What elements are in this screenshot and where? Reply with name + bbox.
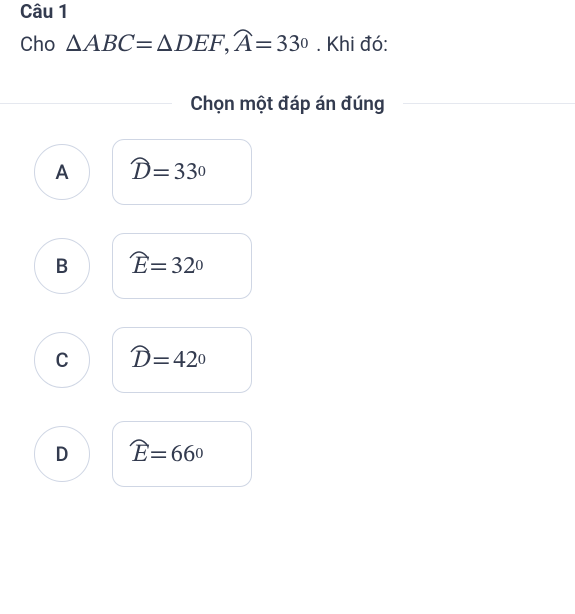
option-math: D = 33 0	[131, 157, 206, 188]
triangle-1: ABC	[82, 29, 132, 60]
hat-angle: E	[131, 439, 147, 470]
instruction-text: Chọn một đáp án đúng	[190, 92, 384, 115]
angle-superscript: 0	[300, 34, 308, 54]
option-letter-circle[interactable]: C	[34, 332, 90, 388]
angle-superscript: 0	[198, 350, 206, 370]
angle-value: 42	[173, 345, 198, 376]
question-stem: Cho Δ ABC = Δ DEF , A = 33 0 . Khi đó:	[0, 29, 575, 78]
angle-var: A	[234, 32, 252, 57]
option-body[interactable]: D = 33 0	[112, 139, 252, 205]
angle-var: E	[131, 254, 147, 279]
option-math: D = 42 0	[131, 345, 206, 376]
instruction-divider: Chọn một đáp án đúng	[0, 78, 575, 139]
angle-value: 32	[171, 251, 196, 282]
angle-value: 33	[276, 29, 301, 60]
stem-lead-text: Cho	[20, 32, 55, 56]
comma: ,	[222, 29, 234, 60]
option-letter: C	[55, 348, 68, 372]
angle-value: 33	[173, 157, 198, 188]
angle-superscript: 0	[195, 256, 203, 276]
options-list: A D = 33 0 B	[0, 139, 575, 487]
option-math: E = 66 0	[131, 439, 203, 470]
option-body[interactable]: D = 42 0	[112, 327, 252, 393]
triangle-2: DEF	[173, 29, 222, 60]
hat-angle-a: A	[234, 29, 252, 60]
option-math: E = 32 0	[131, 251, 203, 282]
hat-angle: D	[131, 345, 149, 376]
option-letter-circle[interactable]: D	[34, 426, 90, 482]
option-letter: D	[55, 442, 68, 466]
divider-line	[403, 103, 575, 104]
option-a[interactable]: A D = 33 0	[34, 139, 555, 205]
question-number: Câu 1	[0, 0, 575, 29]
angle-var: E	[131, 442, 147, 467]
option-letter-circle[interactable]: A	[34, 144, 90, 200]
option-c[interactable]: C D = 42 0	[34, 327, 555, 393]
equals-sign: =	[252, 29, 276, 60]
stem-trail-text: . Khi đó:	[316, 32, 388, 56]
hat-angle: E	[131, 251, 147, 282]
delta-symbol: Δ	[65, 29, 82, 60]
option-letter-circle[interactable]: B	[34, 238, 90, 294]
delta-symbol: Δ	[156, 29, 173, 60]
equals-sign: =	[147, 439, 171, 470]
option-body[interactable]: E = 32 0	[112, 233, 252, 299]
equals-sign: =	[147, 251, 171, 282]
angle-value: 66	[171, 439, 196, 470]
option-letter: B	[56, 254, 69, 278]
equals-sign: =	[132, 29, 156, 60]
angle-var: D	[131, 160, 149, 185]
option-d[interactable]: D E = 66 0	[34, 421, 555, 487]
option-letter: A	[55, 160, 68, 184]
stem-math: Δ ABC = Δ DEF , A = 33 0	[65, 29, 308, 60]
equals-sign: =	[149, 345, 173, 376]
equals-sign: =	[149, 157, 173, 188]
angle-var: D	[131, 348, 149, 373]
divider-line	[0, 103, 172, 104]
option-body[interactable]: E = 66 0	[112, 421, 252, 487]
angle-superscript: 0	[198, 162, 206, 182]
angle-superscript: 0	[195, 444, 203, 464]
option-b[interactable]: B E = 32 0	[34, 233, 555, 299]
hat-angle: D	[131, 157, 149, 188]
